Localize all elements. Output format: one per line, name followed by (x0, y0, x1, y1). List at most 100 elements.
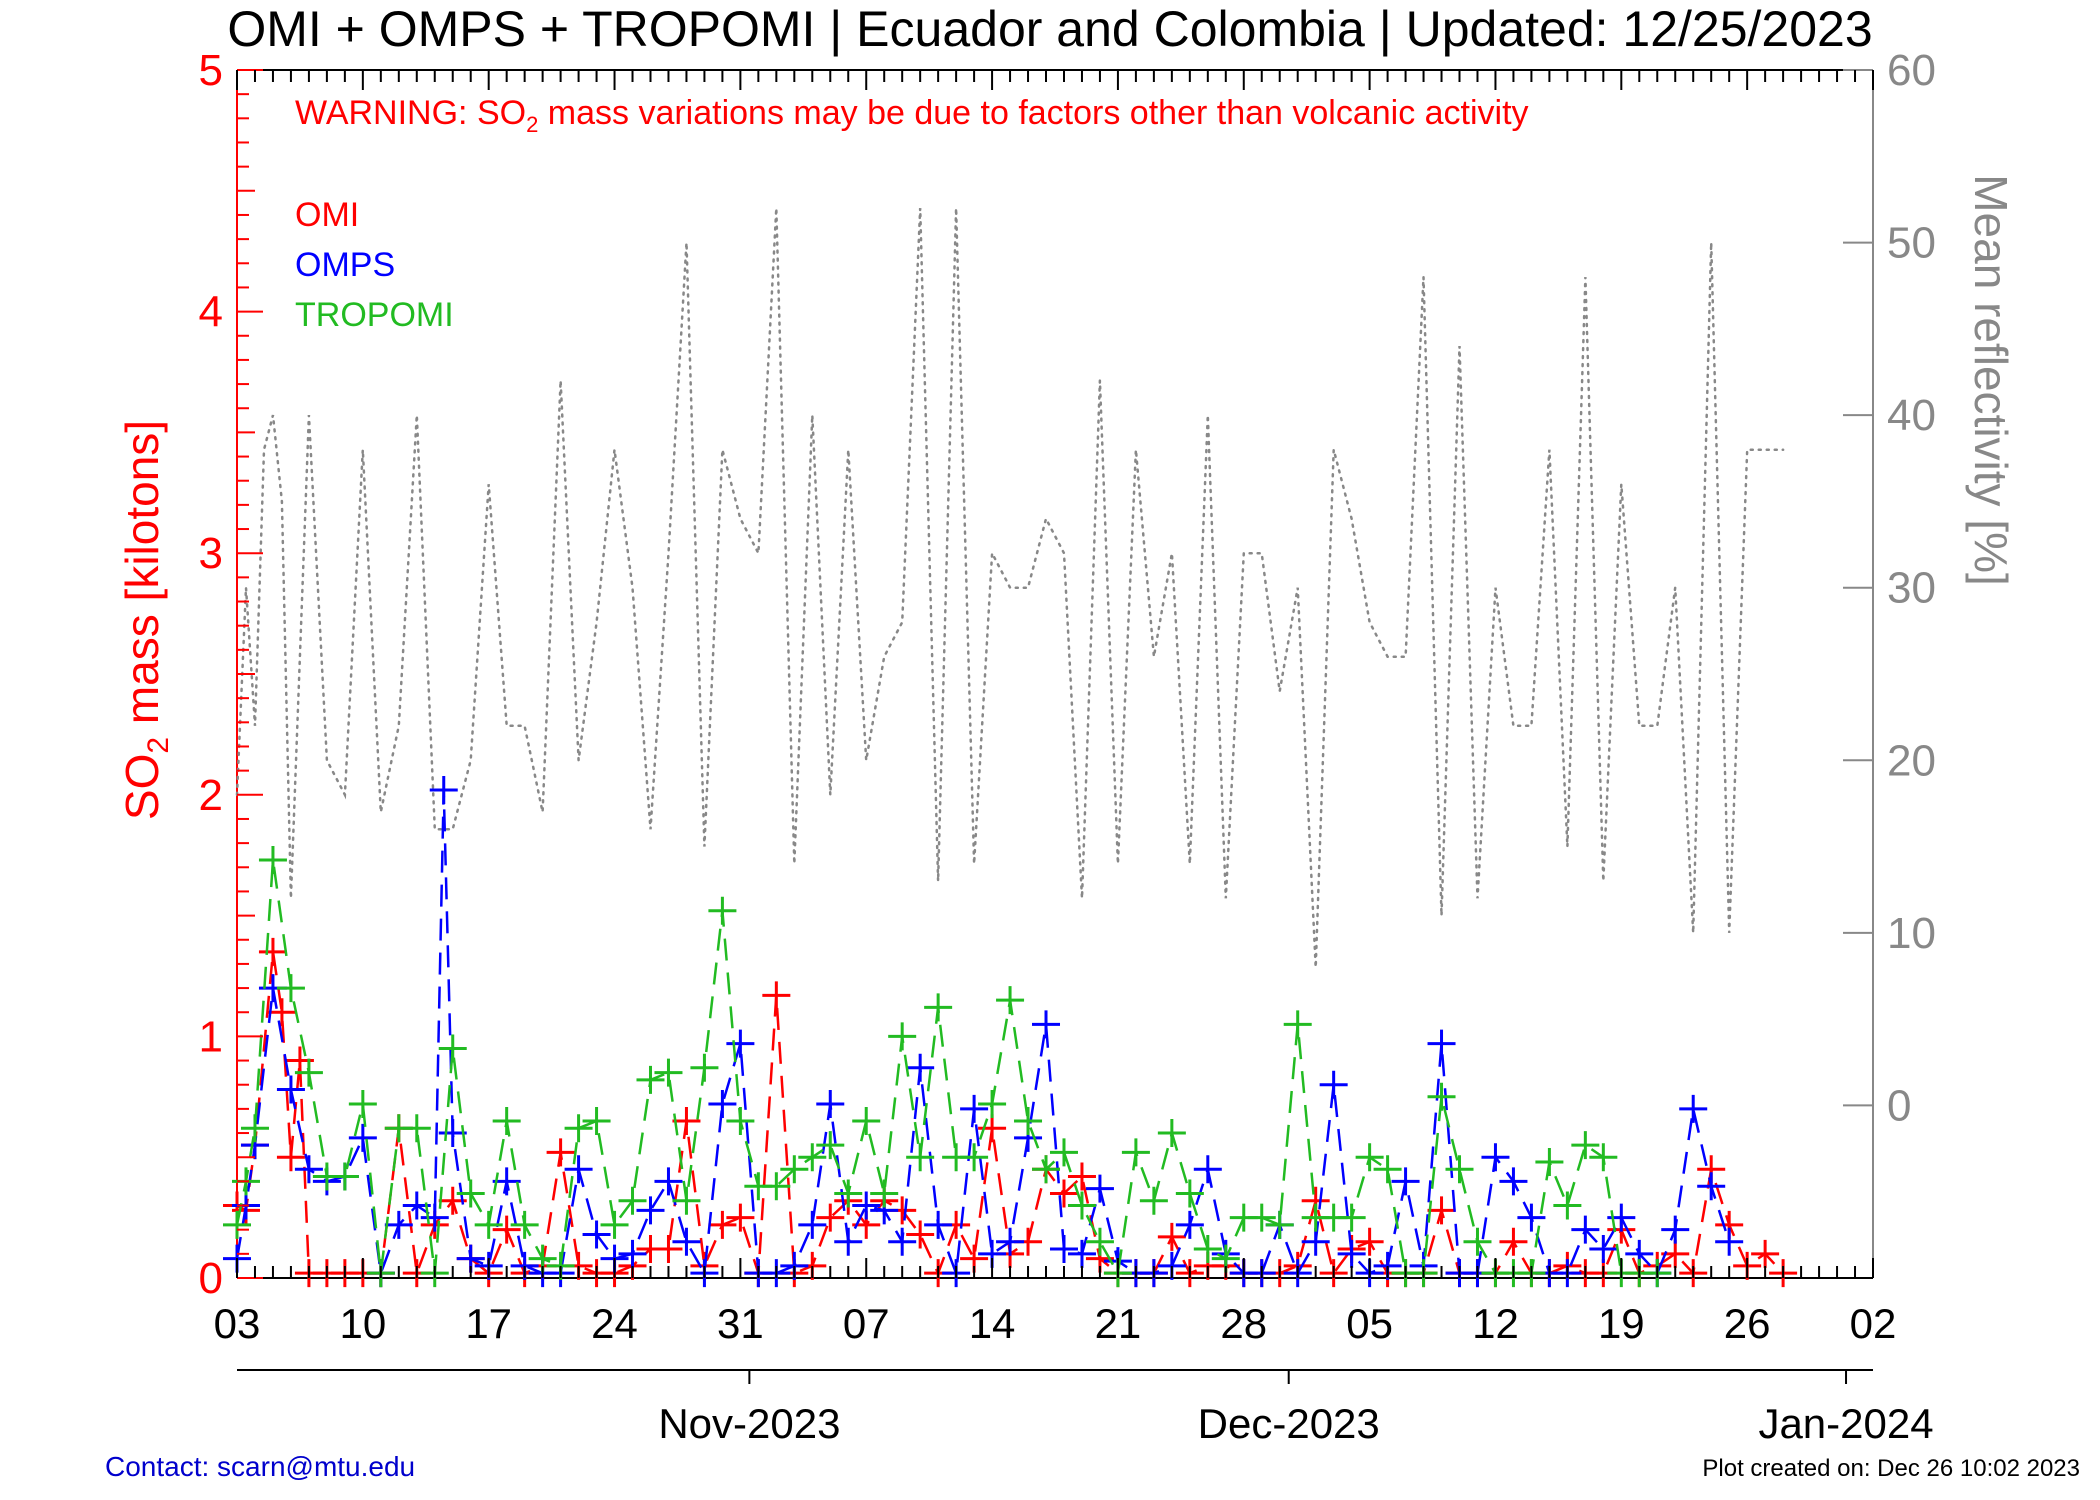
omi-point (726, 1203, 755, 1232)
tropomi-point (1247, 1203, 1276, 1232)
omps-point (906, 1053, 935, 1082)
omi-point (1157, 1222, 1186, 1251)
omps-point (816, 1090, 845, 1119)
tropomi-point (636, 1065, 665, 1094)
omi-point (492, 1215, 521, 1244)
y-left-tick-label: 2 (199, 771, 223, 820)
y-left-tick-label: 4 (199, 288, 223, 337)
x-tick-label: 31 (717, 1300, 764, 1347)
omps-point (1032, 1010, 1061, 1039)
omps-point (1589, 1235, 1618, 1264)
y-axis-left-label: SO2 mass [kilotons] (116, 420, 175, 820)
omi-point (816, 1203, 845, 1232)
tropomi-point (618, 1186, 647, 1215)
series-layer (223, 208, 1798, 1288)
plot-frame (236, 69, 1874, 1279)
warning-subscript: 2 (526, 112, 538, 137)
tropomi-point (402, 1114, 431, 1143)
legend: OMI OMPS TROPOMI (295, 196, 454, 334)
y-right-tick-label: 20 (1887, 736, 1936, 785)
tropomi-point (492, 1106, 521, 1135)
omps-point (1517, 1203, 1546, 1232)
tropomi-point (1463, 1227, 1492, 1256)
tropomi-point (1121, 1138, 1150, 1167)
tropomi-point (1265, 1210, 1294, 1239)
omi-point (258, 937, 287, 966)
tropomi-point (1337, 1203, 1366, 1232)
tropomi-point (438, 1034, 467, 1063)
omps-point (618, 1239, 647, 1268)
tropomi-point (564, 1114, 593, 1143)
tropomi-point (960, 1143, 989, 1172)
tropomi-point (294, 1058, 323, 1087)
tropomi-point (834, 1179, 863, 1208)
tropomi-point (852, 1106, 881, 1135)
x-tick-label: 12 (1472, 1300, 1519, 1347)
warning-prefix: WARNING: SO (295, 94, 526, 132)
tropomi-point (600, 1210, 629, 1239)
y-left-tick-label: 1 (199, 1012, 223, 1061)
month-label: Nov-2023 (658, 1400, 840, 1447)
x-tick-label: 03 (214, 1300, 261, 1347)
tropomi-point (978, 1090, 1007, 1119)
tropomi-point (816, 1131, 845, 1160)
y-right-tick-label: 60 (1887, 46, 1936, 95)
omi-point (672, 1106, 701, 1135)
omi-point (1427, 1196, 1456, 1225)
tropomi-point (1553, 1191, 1582, 1220)
y-right-tick-label: 30 (1887, 564, 1936, 613)
tropomi-point (1067, 1191, 1096, 1220)
tropomi-point (258, 846, 287, 875)
tropomi-point (654, 1058, 683, 1087)
legend-omi: OMI (295, 196, 359, 234)
tropomi-point (1085, 1227, 1114, 1256)
tropomi-point (924, 993, 953, 1022)
tropomi-point (762, 1172, 791, 1201)
omps-point (1697, 1172, 1726, 1201)
tropomi-point (1535, 1148, 1564, 1177)
omps-point (429, 775, 458, 804)
x-tick-label: 10 (339, 1300, 386, 1347)
tropomi-point (348, 1090, 377, 1119)
y-left-label-subscript: 2 (142, 737, 175, 754)
x-tick-label: 14 (969, 1300, 1016, 1347)
tropomi-point (672, 1186, 701, 1215)
tropomi-point (870, 1179, 899, 1208)
omps-point (834, 1227, 863, 1256)
y-right-tick-label: 50 (1887, 219, 1936, 268)
tropomi-point (1157, 1119, 1186, 1148)
tropomi-point (1014, 1106, 1043, 1135)
tropomi-point (582, 1106, 611, 1135)
omi-point (267, 998, 296, 1027)
omps-point (1337, 1239, 1366, 1268)
omi-point (1355, 1227, 1384, 1256)
contact-text[interactable]: Contact: scarn@mtu.edu (105, 1451, 415, 1482)
tropomi-point (223, 1210, 251, 1239)
omps-point (1679, 1094, 1708, 1123)
x-tick-label: 24 (591, 1300, 638, 1347)
omi-line (236, 951, 1785, 1277)
omps-point (420, 1203, 449, 1232)
omps-point (564, 1155, 593, 1184)
tropomi-point (708, 896, 737, 925)
warning-text: WARNING: SO2 mass variations may be due … (295, 94, 1529, 137)
omi-point (906, 1220, 935, 1249)
tropomi-point (690, 1053, 719, 1082)
x-tick-label: 17 (465, 1300, 512, 1347)
omps-point (1319, 1070, 1348, 1099)
omps-point (798, 1210, 827, 1239)
omps-point (1391, 1167, 1420, 1196)
x-tick-label: 02 (1850, 1300, 1897, 1347)
month-label: Jan-2024 (1758, 1400, 1933, 1447)
tropomi-point (1571, 1131, 1600, 1160)
omi-point (1499, 1227, 1528, 1256)
x-tick-label: 19 (1598, 1300, 1645, 1347)
x-tick-label: 07 (843, 1300, 890, 1347)
omps-point (384, 1210, 413, 1239)
tropomi-point (780, 1155, 809, 1184)
omps-point (708, 1090, 737, 1119)
x-tick-label: 26 (1724, 1300, 1771, 1347)
omps-point (726, 1029, 755, 1058)
plot-created-text: Plot created on: Dec 26 10:02 2023 (1702, 1455, 2080, 1482)
